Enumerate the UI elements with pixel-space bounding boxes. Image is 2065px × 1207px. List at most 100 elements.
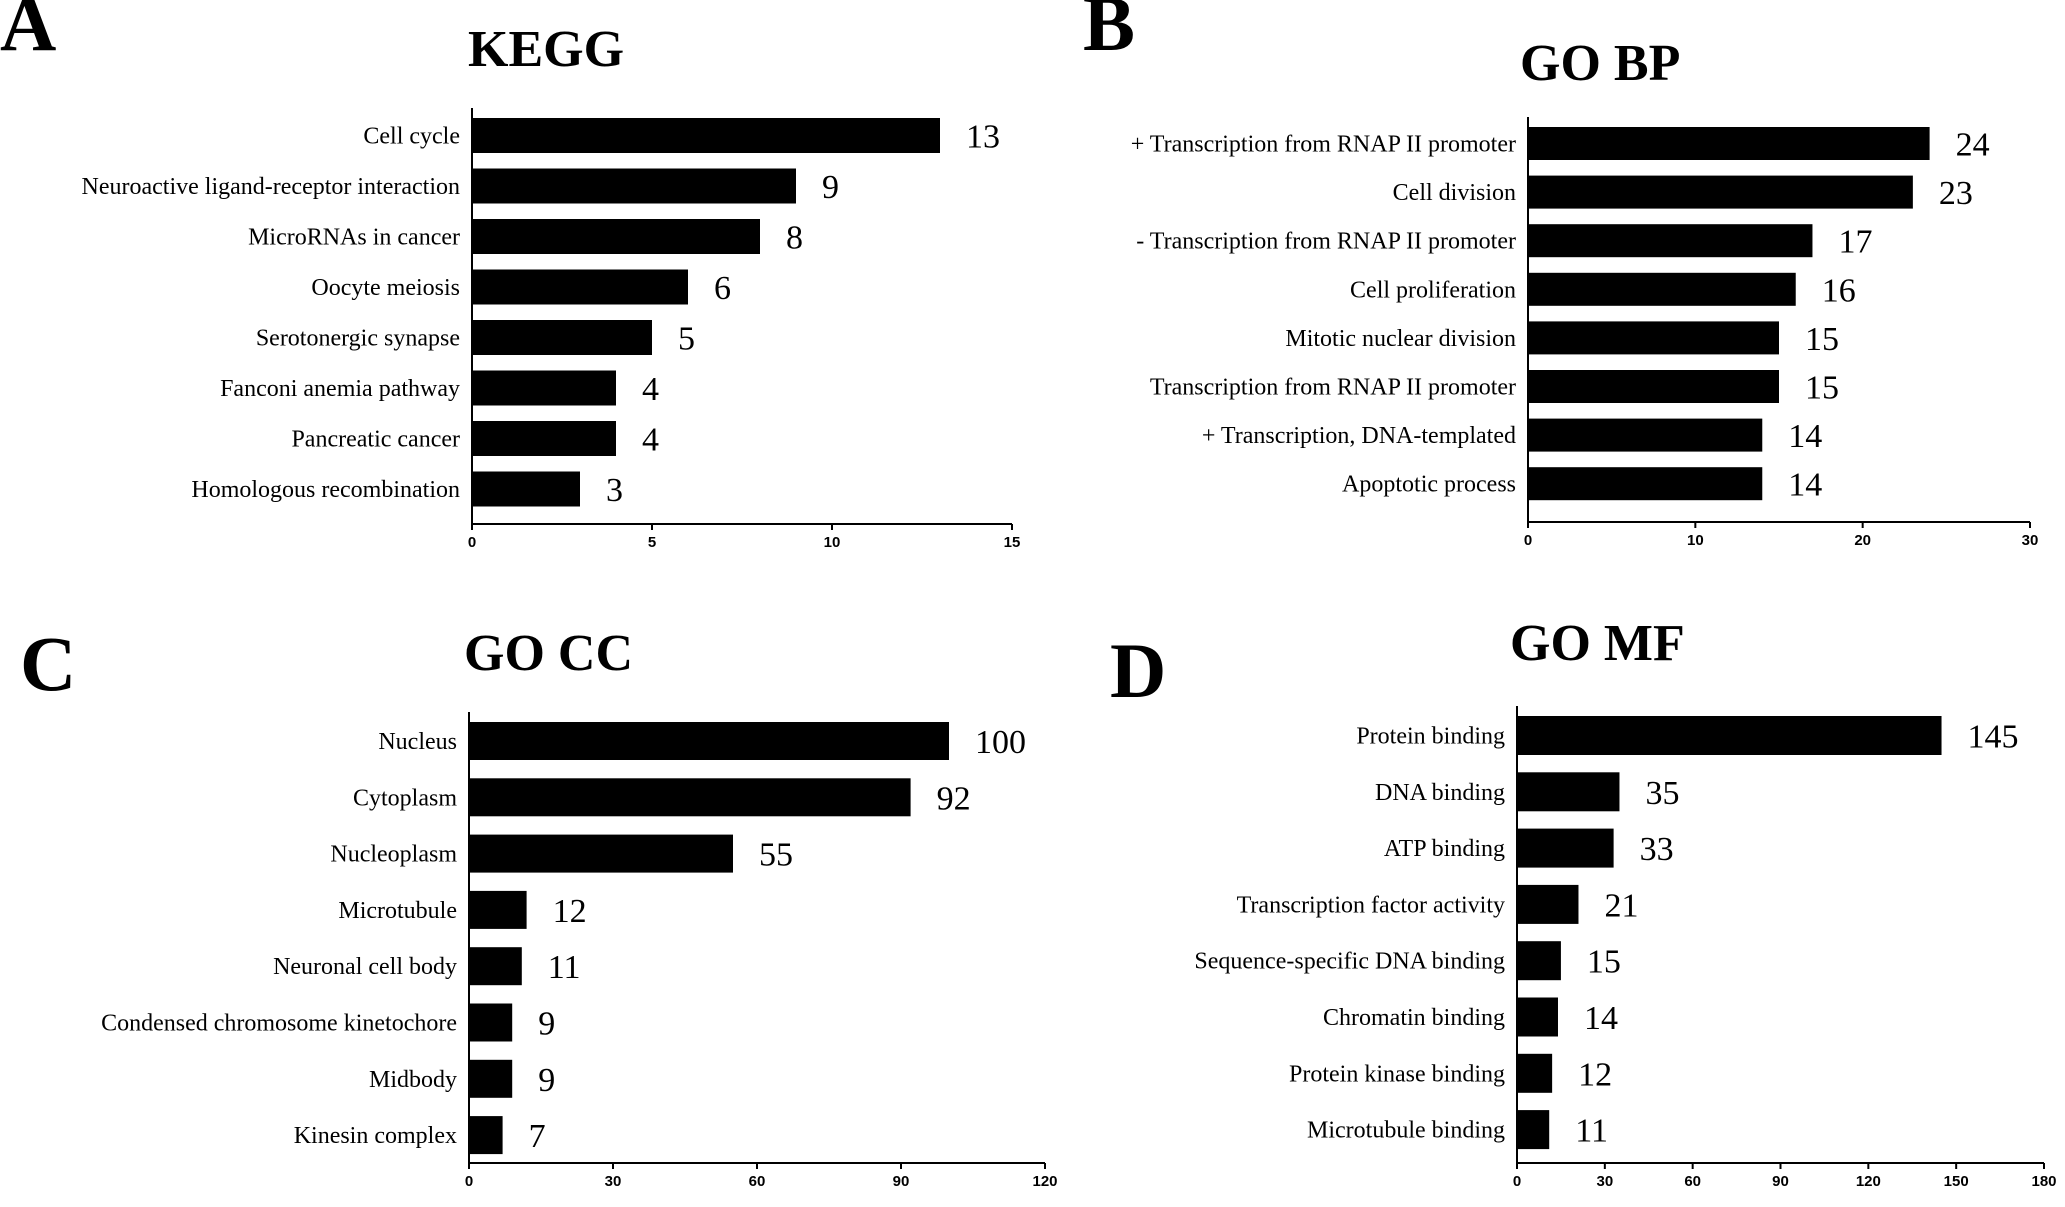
data-label: 4 (642, 422, 659, 459)
category-label: Serotonergic synapse (256, 326, 460, 352)
panel-letter: D (1110, 627, 1166, 714)
category-label: Mitotic nuclear division (1285, 326, 1516, 352)
category-label: Protein kinase binding (1289, 1061, 1505, 1087)
category-label: Transcription factor activity (1237, 892, 1505, 918)
x-tick-label: 15 (1004, 534, 1021, 551)
category-label: Neuronal cell body (273, 954, 457, 980)
x-tick-label: 60 (749, 1173, 766, 1190)
panel-a: A KEGG Cell cycle 13 Neuroactive ligand-rece… (0, 0, 1020, 551)
category-label: Cytoplasm (353, 785, 457, 811)
bar (1517, 1053, 1553, 1093)
x-tick-label: 30 (605, 1173, 622, 1190)
data-label: 7 (529, 1118, 546, 1155)
panel-c: C GO CC Nucleus 100 Cytoplasm 92 Nucleoplasm 55… (20, 620, 1058, 1190)
data-label: 100 (975, 724, 1026, 761)
chart-title: GO BP (1520, 35, 1680, 92)
data-label: 11 (1575, 1113, 1608, 1150)
category-label: Microtubule binding (1307, 1118, 1505, 1144)
bar (1517, 884, 1579, 924)
bar (472, 370, 616, 406)
bar (472, 118, 940, 153)
bar (1528, 127, 1930, 160)
data-label: 145 (1968, 719, 2019, 756)
category-label: + Transcription from RNAP II promoter (1131, 132, 1516, 158)
x-tick-label: 60 (1684, 1173, 1701, 1190)
data-label: 14 (1584, 1000, 1618, 1037)
bar (1517, 828, 1614, 868)
bar (469, 890, 527, 929)
x-tick-label: 30 (1596, 1173, 1613, 1190)
bar (1528, 467, 1763, 501)
category-label: Microtubule (338, 898, 457, 924)
data-label: 3 (606, 472, 623, 509)
bar (469, 778, 911, 817)
bar (469, 1003, 513, 1042)
x-tick-label: 30 (2022, 532, 2039, 549)
category-label: MicroRNAs in cancer (248, 225, 460, 251)
bar (472, 269, 688, 305)
x-tick-label: 180 (2031, 1173, 2056, 1190)
bar (469, 1116, 503, 1155)
category-label: Transcription from RNAP II promoter (1150, 375, 1516, 401)
x-tick-label: 10 (824, 534, 841, 551)
data-label: 11 (548, 949, 581, 986)
data-label: 8 (786, 220, 803, 257)
bar (472, 421, 616, 456)
bar (1528, 370, 1779, 403)
x-tick-label: 0 (1513, 1173, 1521, 1190)
data-label: 17 (1838, 224, 1872, 261)
x-tick-label: 0 (1524, 532, 1532, 549)
bar (1517, 997, 1558, 1037)
data-label: 12 (553, 893, 587, 930)
panel-letter: A (0, 0, 56, 67)
x-tick-label: 0 (465, 1173, 473, 1190)
data-label: 15 (1805, 370, 1839, 407)
category-label: Sequence-specific DNA binding (1194, 949, 1505, 975)
panel-b: B GO BP + Transcription from RNAP II promo… (1083, 0, 2038, 549)
bar (469, 1059, 513, 1098)
data-label: 21 (1604, 887, 1638, 924)
panel-d: D GO MF Protein binding 145 DNA binding 35 ATP… (1110, 615, 2057, 1190)
data-label: 5 (678, 321, 695, 358)
bar (472, 471, 580, 507)
bar (469, 722, 949, 760)
bar (1528, 224, 1813, 258)
bar (1517, 941, 1561, 981)
data-label: 13 (966, 119, 1000, 156)
data-label: 35 (1645, 775, 1679, 812)
bar (472, 320, 652, 355)
bar (469, 947, 522, 986)
category-label: Cell cycle (363, 124, 460, 150)
bar (469, 834, 733, 873)
chart-title: GO MF (1510, 615, 1685, 672)
category-label: Apoptotic process (1342, 472, 1516, 498)
panel-letter: C (20, 620, 76, 707)
category-label: Protein binding (1356, 724, 1505, 750)
category-label: Homologous recombination (191, 477, 460, 503)
bar (1528, 418, 1763, 452)
category-label: Cell division (1393, 180, 1516, 206)
category-label: Neuroactive ligand-receptor interaction (82, 174, 460, 200)
data-label: 14 (1788, 467, 1822, 504)
data-label: 6 (714, 270, 731, 307)
x-tick-label: 90 (893, 1173, 910, 1190)
category-label: Condensed chromosome kinetochore (101, 1011, 457, 1037)
category-label: DNA binding (1375, 780, 1505, 806)
bar (472, 219, 760, 254)
bar (1517, 1110, 1550, 1150)
category-label: Nucleoplasm (330, 842, 457, 868)
bar (1528, 321, 1779, 355)
data-label: 23 (1939, 175, 1973, 212)
x-tick-label: 120 (1856, 1173, 1881, 1190)
chart-title: KEGG (468, 21, 624, 78)
data-label: 24 (1956, 127, 1990, 164)
category-label: + Transcription, DNA-templated (1202, 423, 1516, 449)
category-label: Cell proliferation (1350, 277, 1516, 303)
x-tick-label: 5 (648, 534, 656, 551)
category-label: Oocyte meiosis (311, 275, 460, 301)
x-tick-label: 10 (1687, 532, 1704, 549)
category-label: - Transcription from RNAP II promoter (1136, 229, 1516, 255)
x-tick-label: 150 (1944, 1173, 1969, 1190)
category-label: Kinesin complex (294, 1123, 457, 1149)
data-label: 55 (759, 837, 793, 874)
